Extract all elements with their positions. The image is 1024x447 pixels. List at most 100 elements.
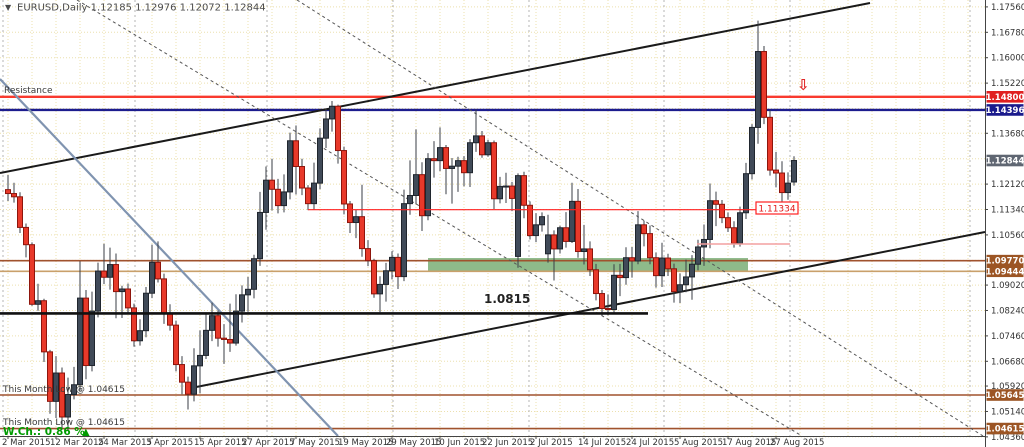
candle-body xyxy=(329,105,335,120)
candle xyxy=(209,302,215,342)
candle-body xyxy=(89,310,95,367)
candle-body xyxy=(461,160,467,174)
price-tick-label: 1.12120 xyxy=(991,180,1024,190)
candle-body xyxy=(557,227,563,250)
candle xyxy=(551,230,557,281)
candle xyxy=(479,131,485,158)
candle-body xyxy=(521,175,527,206)
candle xyxy=(737,206,743,247)
price-tick-label: 1.04360 xyxy=(991,433,1024,443)
candle xyxy=(101,243,107,285)
price-tick-label: 1.06680 xyxy=(991,357,1024,367)
candle-body xyxy=(275,188,281,207)
candle-body xyxy=(785,182,791,194)
candle-body xyxy=(17,196,23,228)
candle xyxy=(485,139,491,157)
candle xyxy=(89,291,95,372)
candle xyxy=(389,251,395,280)
price-tick-label: 1.17560 xyxy=(991,3,1024,13)
candle-body xyxy=(605,308,611,311)
candle xyxy=(167,304,173,331)
candle-body xyxy=(731,227,737,244)
candle xyxy=(587,241,593,276)
candle-body xyxy=(737,212,743,244)
candle xyxy=(461,156,467,187)
candle-body xyxy=(65,394,71,418)
date-tick-label: 29 May 2015 xyxy=(386,438,441,447)
price-badge-value: 1.14800 xyxy=(986,93,1024,103)
overlay-lines xyxy=(0,209,790,315)
candle xyxy=(29,242,35,306)
candle xyxy=(71,366,77,400)
price-tick-label: 1.09020 xyxy=(991,281,1024,291)
candle xyxy=(623,247,629,285)
grid xyxy=(0,0,985,438)
candle xyxy=(287,132,293,200)
candle xyxy=(521,171,527,219)
candle xyxy=(659,242,665,288)
candle-body xyxy=(599,293,605,310)
candle-body xyxy=(377,283,383,295)
candle xyxy=(335,104,341,164)
sell-signal-arrow-icon[interactable]: ⇩ xyxy=(797,76,810,94)
candle-body xyxy=(287,140,293,193)
resistance-label[interactable]: Resistance xyxy=(4,86,53,96)
candle xyxy=(359,184,365,257)
candle xyxy=(95,262,101,318)
candle xyxy=(245,276,251,312)
candle xyxy=(419,162,425,232)
price-box-1-11334[interactable]: 1.11334 xyxy=(755,201,799,215)
candle-body xyxy=(245,288,251,296)
candle xyxy=(275,178,281,214)
candle xyxy=(197,330,203,394)
candle xyxy=(743,162,749,219)
symbol-dropdown-icon[interactable]: ▼ xyxy=(5,3,12,12)
price-tick-label: 1.10560 xyxy=(991,231,1024,241)
candle-body xyxy=(749,126,755,175)
candle xyxy=(107,247,113,290)
candle-body xyxy=(167,312,173,326)
candle xyxy=(11,182,17,203)
price-tick-label: 1.08240 xyxy=(991,306,1024,316)
level-1-0815-label: 1.0815 xyxy=(484,292,530,306)
candle-body xyxy=(497,185,503,200)
candle xyxy=(695,239,701,271)
dashed-decline-1 xyxy=(76,0,803,437)
candle-body xyxy=(437,147,443,162)
candle-body xyxy=(119,288,125,293)
price-tick-label: 1.07460 xyxy=(991,332,1024,342)
candle-body xyxy=(5,189,11,195)
candle xyxy=(611,264,617,313)
candle xyxy=(665,253,671,276)
date-tick-label: 17 Aug 2015 xyxy=(722,438,776,447)
candle-body xyxy=(467,142,473,174)
candle-body xyxy=(221,337,227,340)
candle xyxy=(719,200,725,224)
dashed-decline-2 xyxy=(296,0,984,437)
candle xyxy=(575,188,581,258)
candle xyxy=(281,174,287,213)
candle-body xyxy=(689,263,695,278)
candle xyxy=(263,166,269,230)
candle-body xyxy=(695,246,701,265)
price-axis[interactable]: 1.17560 1.16780 1.16000 1.15220 1.13680 1.121… xyxy=(985,0,1024,447)
date-tick-label: 22 Jun 2015 xyxy=(482,438,533,447)
candle-body xyxy=(149,261,155,294)
candle xyxy=(23,223,29,258)
candle-body xyxy=(773,169,779,174)
candle xyxy=(683,259,689,293)
candle xyxy=(773,151,779,188)
price-badge xyxy=(986,422,1024,435)
candle-body xyxy=(683,276,689,286)
candle-body xyxy=(233,310,239,344)
candle-body xyxy=(239,294,245,312)
candle-body xyxy=(209,315,215,331)
candle-body xyxy=(131,307,137,342)
candle-body xyxy=(203,329,209,356)
candle xyxy=(395,253,401,289)
date-tick-label: 19 May 2015 xyxy=(338,438,393,447)
candle xyxy=(215,310,221,347)
channel-lower xyxy=(185,231,986,390)
